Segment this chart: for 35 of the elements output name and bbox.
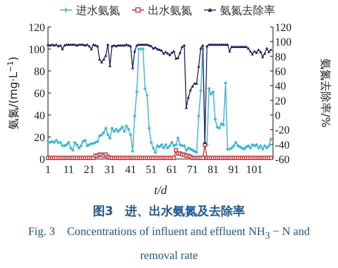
- y2-tick-label: 100: [275, 36, 292, 49]
- x-tick-label: 1: [45, 164, 51, 176]
- y-tick-label: 0: [40, 154, 46, 166]
- y-tick-label: 40: [34, 110, 46, 122]
- y2-tick-label: 120: [275, 22, 292, 34]
- legend-label: 出水氨氮: [148, 4, 192, 17]
- x-tick-label: 91: [228, 164, 240, 176]
- y-tick-label: 60: [34, 88, 46, 100]
- y2-tick-label: 60: [275, 66, 286, 78]
- y2-tick-label: -40: [275, 139, 290, 152]
- x-tick-label: 21: [84, 164, 95, 176]
- x-tick-label: 31: [104, 164, 116, 176]
- legend-label: 氨氮去除率: [220, 4, 275, 17]
- y-tick-label: 120: [28, 22, 46, 34]
- text: Fig. 3 Concentrations of influent and effluent NH$_{3}$ − N and removal rate: [28, 226, 310, 262]
- y-tick-label: 100: [28, 44, 46, 56]
- legend-label: 进水氨氮: [76, 4, 120, 17]
- y2-tick-label: 20: [275, 95, 286, 108]
- y2-tick-label: 40: [275, 80, 286, 93]
- y-tick-label: 80: [34, 66, 46, 78]
- x-tick-label: 41: [125, 164, 136, 176]
- y2-tick-label: 80: [275, 51, 286, 64]
- x-tick-label: 71: [186, 164, 198, 176]
- y2-axis-title: 氨氮去除率/%: [319, 58, 332, 128]
- text: 图3 进、出水氨氮及去除率: [92, 203, 246, 220]
- x-tick-label: 61: [166, 164, 178, 176]
- x-tick-label: 81: [208, 164, 219, 176]
- y2-tick-label: -20: [275, 124, 290, 137]
- x-tick-label: 101: [246, 164, 263, 176]
- y-tick-label: 20: [34, 132, 46, 144]
- x-tick-label: 51: [146, 164, 157, 176]
- x-axis-title: t/d: [154, 183, 168, 197]
- y2-tick-label: -60: [275, 154, 290, 166]
- x-tick-label: 11: [63, 164, 74, 176]
- y2-tick-label: 0: [275, 110, 281, 122]
